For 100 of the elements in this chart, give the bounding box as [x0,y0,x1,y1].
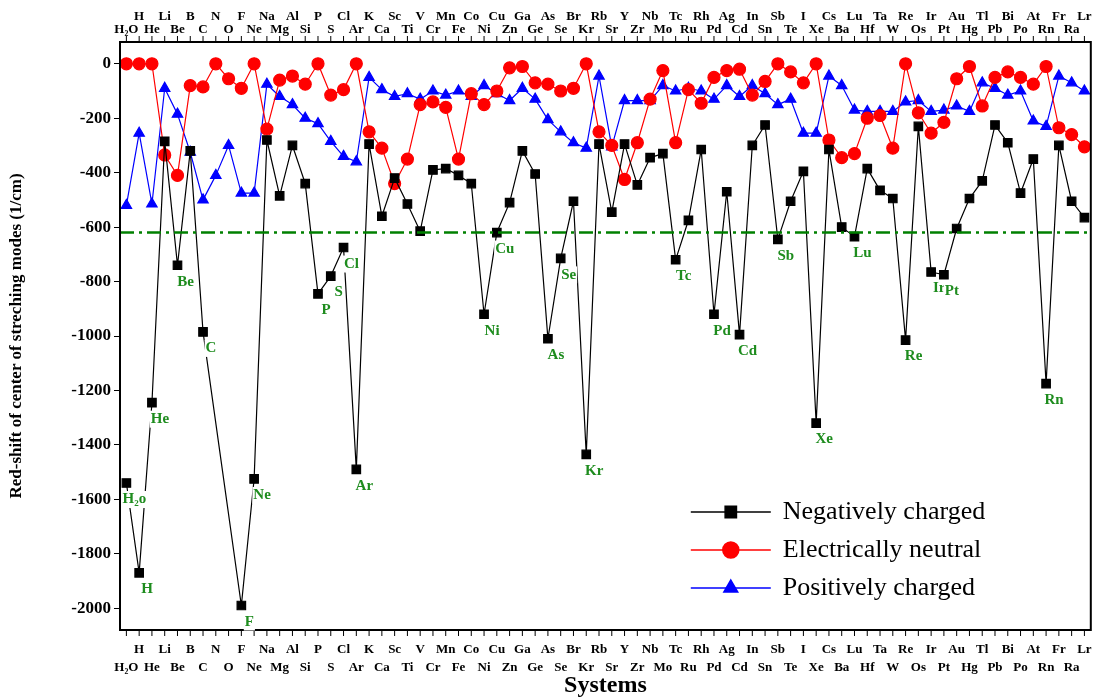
x-tick-label: Rb [590,641,608,657]
category-label: K [364,8,375,24]
annotation: He [150,410,170,427]
category-label: Pt [937,659,951,675]
annotation: Se [561,265,577,282]
x-tick-label: Kr [578,21,595,37]
annotation: Kr [585,461,604,478]
x-tick-label: Sb [770,641,786,657]
x-tick-label: Be [170,21,185,37]
text: Ir [925,8,937,24]
category-label: Sc [388,8,402,24]
category-label: Ne [246,659,262,675]
x-tick-label: H [134,641,145,657]
y-tick-label: -200 [79,107,111,127]
annotation: F [244,612,254,629]
category-label: Fr [1052,8,1066,24]
annotation: Cd [737,342,758,359]
category-label: Mo [653,659,673,675]
x-tick-label: Sr [605,21,619,37]
category-label: Ca [373,659,390,675]
x-tick-label: Ca [373,21,391,37]
category-label: Xe [808,659,824,675]
category-label: Rb [590,8,608,24]
annotation: S [334,283,343,300]
x-tick-label: Xe [808,21,824,37]
x-tick-label: V [415,641,426,657]
y-tick-label: -800 [79,270,111,290]
text: Tc [669,8,683,24]
x-tick-label: S [327,21,335,37]
category-label: C [198,659,208,675]
legend-label: Positively charged [782,571,976,601]
legend-label: Electrically neutral [782,533,982,563]
category-label: N [211,8,221,24]
annotation: Ni [484,321,500,338]
category-label: In [746,8,759,24]
x-tick-label: Ti [401,21,414,37]
x-tick-label: W [886,21,900,37]
category-label: V [415,8,425,24]
text: Re [898,8,914,24]
category-label: Li [158,8,171,24]
category-label: Si [299,659,311,675]
category-label: Ni [477,659,491,675]
x-tick-label: Lu [846,641,863,657]
category-label: Nb [641,8,659,24]
category-label: Os [910,659,926,675]
y-tick-label: -1800 [71,543,111,563]
category-label: Hg [961,659,978,675]
x-tick-label: Se [554,21,568,37]
annotation: Ne [253,486,272,503]
annotation: As [547,346,565,363]
x-tick-label: Ir [925,641,937,657]
x-tick-label: Co [463,641,480,657]
category-label: Au [948,8,965,24]
x-tick-label: Lr [1077,641,1092,657]
y-tick-label: -1600 [71,488,111,508]
x-tick-label: I [800,641,806,657]
category-label: Rn [1037,659,1055,675]
category-label: I [800,8,806,24]
category-label: Lr [1077,8,1092,24]
x-tick-label: Zn [501,21,519,37]
category-label: Pd [706,659,722,675]
category-label: Cd [731,659,748,675]
x-tick-label: Al [285,641,300,657]
x-tick-label: Hf [860,21,876,37]
text: As [540,8,556,24]
x-tick-label: Pt [937,21,951,37]
text: H [134,8,145,24]
category-label: Ar [348,659,364,675]
category-label: Na [258,8,275,24]
x-tick-label: O [223,21,234,37]
category-label: Rh [692,8,710,24]
annotation: H₂o [122,490,147,507]
x-tick-label: F [237,641,246,657]
x-tick-label: Cs [821,641,837,657]
x-tick-label: B [185,641,195,657]
x-tick-label: Hg [961,21,979,37]
x-tick-label: Os [910,21,926,37]
x-tick-label: Ga [514,641,532,657]
x-tick-label: Ne [246,21,262,37]
y-tick-label: -2000 [71,597,111,617]
x-tick-label: N [211,641,222,657]
x-tick-label: He [143,21,161,37]
x-tick-label: Cr [425,21,441,37]
x-tick-label: In [746,641,760,657]
x-tick-label: Ge [527,21,544,37]
category-label: Ga [514,8,531,24]
category-label: Br [566,8,581,24]
x-tick-label: Ta [873,641,888,657]
category-label: Be [170,659,185,675]
x-tick-label: Li [158,641,172,657]
annotation: H [141,580,154,597]
x-tick-label: Fr [1052,641,1066,657]
x-tick-label: Po [1013,21,1028,37]
category-label: Sn [757,659,773,675]
x-tick-label: Tc [669,641,683,657]
category-label: Zn [501,659,518,675]
category-label: Pb [987,659,1003,675]
x-tick-label: Mn [435,641,457,657]
category-label: Ti [401,659,414,675]
legend-label: Negatively charged [782,495,986,525]
